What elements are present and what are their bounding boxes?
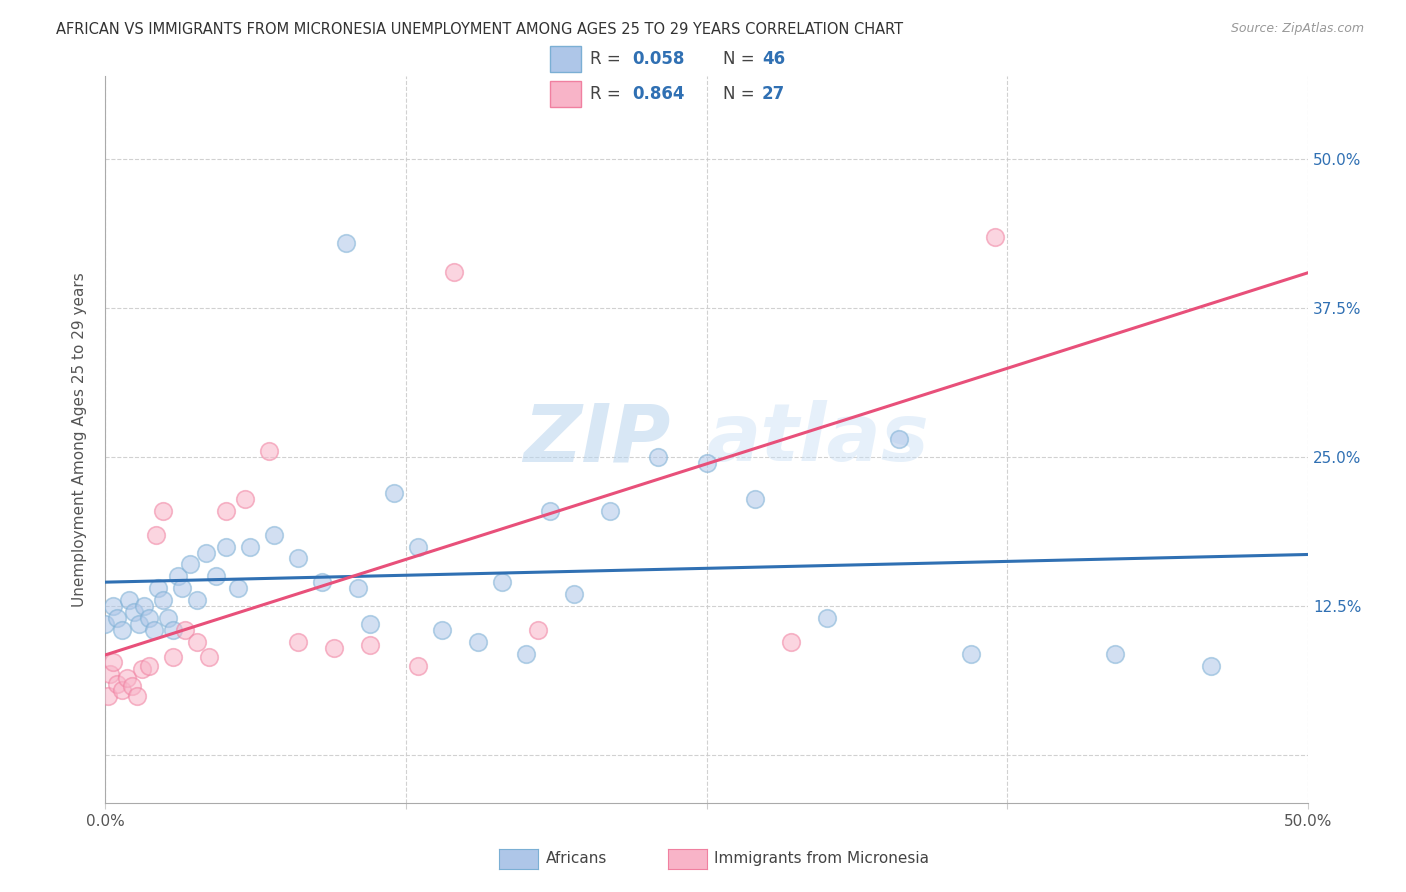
Bar: [550, 81, 581, 107]
Point: [98, 667, 121, 681]
Point: [142, 623, 165, 637]
Point: [124, 605, 146, 619]
Point: [744, 491, 766, 506]
Point: [145, 527, 167, 541]
Point: [443, 265, 465, 279]
Point: [186, 635, 208, 649]
Point: [233, 491, 256, 506]
Point: [152, 504, 174, 518]
Point: [263, 527, 285, 541]
Point: [198, 650, 221, 665]
Text: Africans: Africans: [546, 852, 607, 866]
Point: [152, 593, 174, 607]
Point: [107, 676, 129, 690]
Text: 0.058: 0.058: [633, 50, 685, 68]
Y-axis label: Unemployment Among Ages 25 to 29 years: Unemployment Among Ages 25 to 29 years: [72, 272, 87, 607]
Point: [815, 611, 838, 625]
Point: [226, 582, 249, 596]
Point: [311, 575, 333, 590]
Point: [138, 611, 160, 625]
Text: Source: ZipAtlas.com: Source: ZipAtlas.com: [1230, 22, 1364, 36]
Point: [172, 582, 194, 596]
Text: 27: 27: [762, 86, 785, 103]
Point: [406, 540, 429, 554]
Point: [205, 569, 228, 583]
Point: [94, 617, 117, 632]
Text: Immigrants from Micronesia: Immigrants from Micronesia: [714, 852, 929, 866]
Point: [430, 623, 453, 637]
Point: [287, 551, 309, 566]
Point: [128, 617, 150, 632]
Point: [214, 504, 236, 518]
Point: [538, 504, 561, 518]
Text: N =: N =: [723, 50, 759, 68]
Point: [162, 623, 184, 637]
Text: AFRICAN VS IMMIGRANTS FROM MICRONESIA UNEMPLOYMENT AMONG AGES 25 TO 29 YEARS COR: AFRICAN VS IMMIGRANTS FROM MICRONESIA UN…: [56, 22, 904, 37]
Point: [335, 235, 357, 250]
Point: [467, 635, 489, 649]
Point: [359, 639, 381, 653]
Point: [115, 671, 138, 685]
Point: [195, 545, 218, 559]
Point: [101, 655, 124, 669]
Point: [887, 433, 910, 447]
Point: [186, 593, 208, 607]
Point: [257, 444, 280, 458]
Point: [599, 504, 621, 518]
Point: [111, 682, 134, 697]
Point: [107, 611, 129, 625]
Point: [111, 623, 134, 637]
Point: [156, 611, 179, 625]
Text: R =: R =: [589, 86, 626, 103]
Point: [347, 582, 370, 596]
Point: [131, 662, 153, 676]
Text: 0.864: 0.864: [633, 86, 685, 103]
Point: [138, 658, 160, 673]
Point: [162, 650, 184, 665]
Text: ZIP: ZIP: [523, 401, 671, 478]
Point: [1201, 658, 1223, 673]
Point: [118, 593, 141, 607]
Point: [491, 575, 513, 590]
Point: [287, 635, 309, 649]
Point: [121, 679, 143, 693]
Point: [359, 617, 381, 632]
Point: [515, 647, 537, 661]
Point: [166, 569, 188, 583]
Point: [779, 635, 801, 649]
Point: [322, 640, 344, 655]
Point: [97, 689, 120, 703]
Point: [173, 623, 195, 637]
Point: [960, 647, 983, 661]
Point: [647, 450, 669, 465]
Point: [1104, 647, 1126, 661]
Point: [406, 658, 429, 673]
Point: [984, 229, 1007, 244]
Text: atlas: atlas: [707, 401, 929, 478]
Point: [132, 599, 155, 614]
Point: [382, 486, 405, 500]
Point: [179, 558, 201, 572]
Point: [562, 587, 585, 601]
Point: [148, 582, 170, 596]
Text: N =: N =: [723, 86, 759, 103]
Point: [696, 456, 718, 470]
Point: [125, 689, 148, 703]
Bar: [550, 46, 581, 72]
Point: [101, 599, 124, 614]
Point: [527, 623, 550, 637]
Point: [239, 540, 262, 554]
Text: R =: R =: [589, 50, 626, 68]
Text: 46: 46: [762, 50, 785, 68]
Point: [214, 540, 236, 554]
